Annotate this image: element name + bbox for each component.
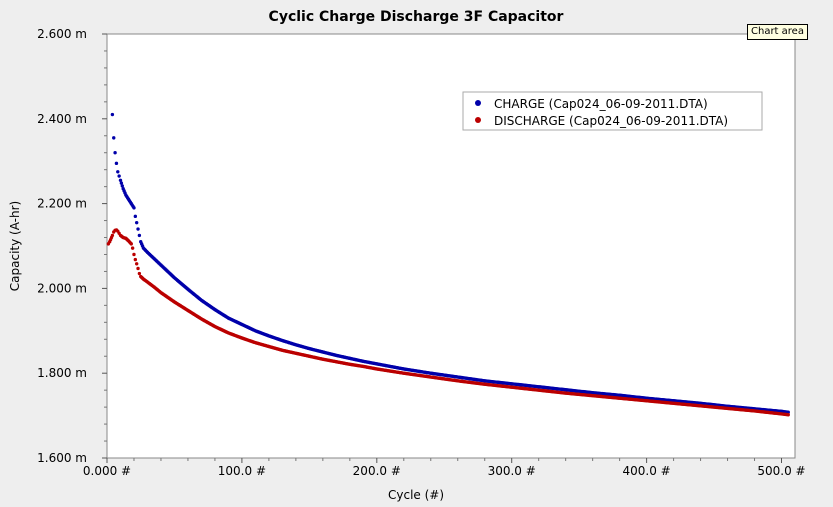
data-point bbox=[136, 227, 140, 231]
x-tick-label: 500.0 # bbox=[757, 464, 805, 478]
legend-marker-charge bbox=[475, 100, 481, 106]
x-tick-label: 400.0 # bbox=[622, 464, 670, 478]
data-point bbox=[113, 151, 117, 155]
y-tick-label: 1.800 m bbox=[37, 366, 87, 380]
data-point bbox=[786, 413, 790, 417]
series-discharge bbox=[106, 228, 790, 417]
data-point bbox=[133, 214, 138, 219]
data-point bbox=[134, 220, 139, 225]
data-point bbox=[112, 136, 116, 140]
legend-label-discharge: DISCHARGE (Cap024_06-09-2011.DTA) bbox=[494, 114, 728, 128]
data-point bbox=[132, 252, 136, 257]
series-layer bbox=[106, 112, 790, 417]
data-point bbox=[133, 257, 138, 262]
data-point bbox=[116, 170, 120, 174]
data-point bbox=[120, 184, 124, 188]
data-point bbox=[129, 242, 133, 246]
data-point bbox=[110, 112, 115, 117]
data-point bbox=[117, 174, 121, 178]
data-point bbox=[137, 233, 142, 238]
chart-area-tooltip: Chart area bbox=[747, 24, 808, 40]
data-point bbox=[119, 181, 124, 185]
x-axis-label: Cycle (#) bbox=[388, 488, 444, 502]
series-charge bbox=[110, 112, 790, 414]
data-point bbox=[118, 178, 123, 182]
y-tick-label: 2.200 m bbox=[37, 197, 87, 211]
y-tick-label: 2.000 m bbox=[37, 281, 87, 295]
data-point bbox=[110, 233, 115, 238]
y-tick-label: 2.600 m bbox=[37, 27, 87, 41]
x-tick-label: 200.0 # bbox=[353, 464, 401, 478]
data-point bbox=[137, 271, 142, 276]
chart-title: Cyclic Charge Discharge 3F Capacitor bbox=[269, 9, 564, 25]
legend-box bbox=[462, 91, 763, 131]
data-point bbox=[136, 266, 140, 271]
x-tick-label: 300.0 # bbox=[488, 464, 536, 478]
data-point bbox=[130, 246, 135, 250]
y-tick-label: 1.600 m bbox=[37, 451, 87, 465]
legend-label-charge: CHARGE (Cap024_06-09-2011.DTA) bbox=[494, 97, 708, 111]
data-point bbox=[114, 161, 119, 166]
data-point bbox=[134, 262, 139, 266]
data-point bbox=[132, 206, 136, 210]
x-tick-labels: 0.000 # 100.0 # 200.0 # 300.0 # 400.0 # 500.0… bbox=[83, 464, 806, 478]
y-axis-label: Capacity (A-hr) bbox=[8, 201, 22, 291]
x-tick-label: 100.0 # bbox=[218, 464, 266, 478]
legend[interactable]: CHARGE (Cap024_06-09-2011.DTA) DISCHARGE… bbox=[462, 91, 763, 131]
y-tick-labels: 1.600 m 1.800 m 2.000 m 2.200 m 2.400 m 2.600… bbox=[37, 27, 87, 465]
x-tick-label: 0.000 # bbox=[83, 464, 131, 478]
y-tick-label: 2.400 m bbox=[37, 112, 87, 126]
legend-marker-discharge bbox=[475, 117, 481, 123]
axis-ticks bbox=[102, 33, 783, 463]
